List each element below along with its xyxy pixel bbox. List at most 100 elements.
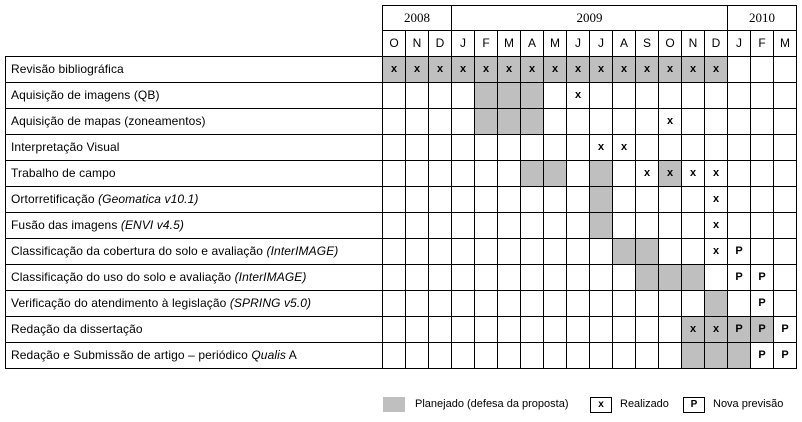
schedule-cell bbox=[589, 341, 613, 369]
task-row: Aquisição de imagens (QB) x bbox=[5, 81, 797, 109]
schedule-cell bbox=[750, 185, 774, 213]
schedule-cell bbox=[382, 237, 406, 265]
schedule-cell: x bbox=[428, 55, 452, 83]
schedule-cell bbox=[405, 289, 429, 317]
schedule-cell bbox=[474, 81, 498, 109]
schedule-cell bbox=[451, 159, 475, 187]
task-tool: (SPRING v5.0) bbox=[229, 296, 312, 310]
task-row: Redação e Submissão de artigo – periódic… bbox=[5, 341, 797, 369]
schedule-cell bbox=[382, 263, 406, 291]
schedule-cell bbox=[773, 81, 797, 109]
schedule-cell bbox=[520, 81, 544, 109]
task-tool: (ENVI v4.5) bbox=[120, 218, 184, 232]
schedule-cell bbox=[635, 211, 659, 239]
task-row: Fusão das imagens (ENVI v4.5) x bbox=[5, 211, 797, 239]
task-label: Ortorretificação bbox=[11, 192, 99, 206]
schedule-cell bbox=[497, 211, 521, 239]
schedule-cell bbox=[727, 107, 751, 135]
task-row: Classificação da cobertura do solo e ava… bbox=[5, 237, 797, 265]
schedule-cell bbox=[727, 185, 751, 213]
schedule-cell bbox=[474, 341, 498, 369]
task-name: Aquisição de imagens (QB) bbox=[5, 81, 383, 109]
task-row: Interpretação Visual x x bbox=[5, 133, 797, 161]
schedule-cell bbox=[658, 263, 682, 291]
schedule-cell bbox=[382, 133, 406, 161]
schedule-cell bbox=[658, 289, 682, 317]
task-label: Aquisição de mapas (zoneamentos) bbox=[11, 114, 206, 128]
schedule-cell bbox=[635, 185, 659, 213]
schedule-cell bbox=[497, 159, 521, 187]
month-header: J bbox=[727, 30, 751, 57]
month-header: O bbox=[382, 30, 406, 57]
schedule-cell: x bbox=[704, 159, 728, 187]
schedule-cell bbox=[405, 107, 429, 135]
schedule-cell bbox=[612, 237, 636, 265]
schedule-cell bbox=[382, 211, 406, 239]
schedule-cell bbox=[773, 55, 797, 83]
schedule-cell bbox=[405, 341, 429, 369]
schedule-cell bbox=[520, 133, 544, 161]
task-name: Redação da dissertação bbox=[5, 315, 383, 343]
month-header: A bbox=[520, 30, 544, 57]
schedule-cell: x bbox=[681, 55, 705, 83]
schedule-cell bbox=[428, 81, 452, 109]
schedule-cell bbox=[382, 185, 406, 213]
schedule-cell bbox=[750, 55, 774, 83]
task-tool: (Geomatica v10.1) bbox=[98, 192, 199, 206]
legend-planned-swatch bbox=[383, 397, 405, 412]
task-label: Verificação do atendimento à legislação bbox=[11, 296, 230, 310]
schedule-cell bbox=[451, 185, 475, 213]
schedule-cell bbox=[727, 55, 751, 83]
schedule-cell bbox=[566, 133, 590, 161]
task-label: Trabalho de campo bbox=[11, 166, 116, 180]
month-header: N bbox=[405, 30, 429, 57]
schedule-cell bbox=[497, 81, 521, 109]
schedule-cell bbox=[750, 237, 774, 265]
schedule-cell bbox=[474, 133, 498, 161]
schedule-cell bbox=[750, 133, 774, 161]
schedule-cell bbox=[543, 315, 567, 343]
schedule-cell bbox=[612, 263, 636, 291]
task-label: Redação e Submissão de artigo – periódic… bbox=[11, 348, 252, 362]
task-name: Trabalho de campo bbox=[5, 159, 383, 187]
task-row: Verificação do atendimento à legislação … bbox=[5, 289, 797, 317]
schedule-cell bbox=[566, 185, 590, 213]
schedule-cell bbox=[681, 133, 705, 161]
task-tool: (InterIMAGE) bbox=[234, 270, 307, 284]
schedule-cell bbox=[543, 185, 567, 213]
month-header: N bbox=[681, 30, 705, 57]
legend-planned-label: Planejado (defesa da proposta) bbox=[415, 398, 569, 410]
schedule-cell bbox=[474, 107, 498, 135]
schedule-cell bbox=[451, 263, 475, 291]
schedule-cell bbox=[750, 81, 774, 109]
schedule-cell bbox=[566, 107, 590, 135]
schedule-cell bbox=[405, 211, 429, 239]
schedule-cell bbox=[658, 211, 682, 239]
month-header: M bbox=[497, 30, 521, 57]
schedule-cell bbox=[428, 237, 452, 265]
schedule-cell bbox=[428, 263, 452, 291]
schedule-cell: x bbox=[658, 107, 682, 135]
task-name: Classificação do uso do solo e avaliação… bbox=[5, 263, 383, 291]
task-name: Ortorretificação (Geomatica v10.1) bbox=[5, 185, 383, 213]
schedule-cell: P bbox=[750, 341, 774, 369]
schedule-cell bbox=[635, 133, 659, 161]
schedule-cell: P bbox=[727, 237, 751, 265]
schedule-cell bbox=[520, 185, 544, 213]
task-name: Revisão bibliográfica bbox=[5, 55, 383, 83]
schedule-cell: x bbox=[589, 133, 613, 161]
schedule-cell bbox=[497, 237, 521, 265]
task-row: Classificação do uso do solo e avaliação… bbox=[5, 263, 797, 291]
month-header: F bbox=[750, 30, 774, 57]
schedule-cell bbox=[543, 289, 567, 317]
schedule-cell bbox=[543, 81, 567, 109]
schedule-cell: x bbox=[704, 55, 728, 83]
schedule-cell bbox=[681, 237, 705, 265]
schedule-cell bbox=[773, 237, 797, 265]
schedule-cell bbox=[566, 237, 590, 265]
task-label: Fusão das imagens bbox=[11, 218, 121, 232]
task-label: Redação da dissertação bbox=[11, 322, 143, 336]
task-tool: Qualis bbox=[251, 348, 286, 362]
schedule-cell bbox=[589, 211, 613, 239]
